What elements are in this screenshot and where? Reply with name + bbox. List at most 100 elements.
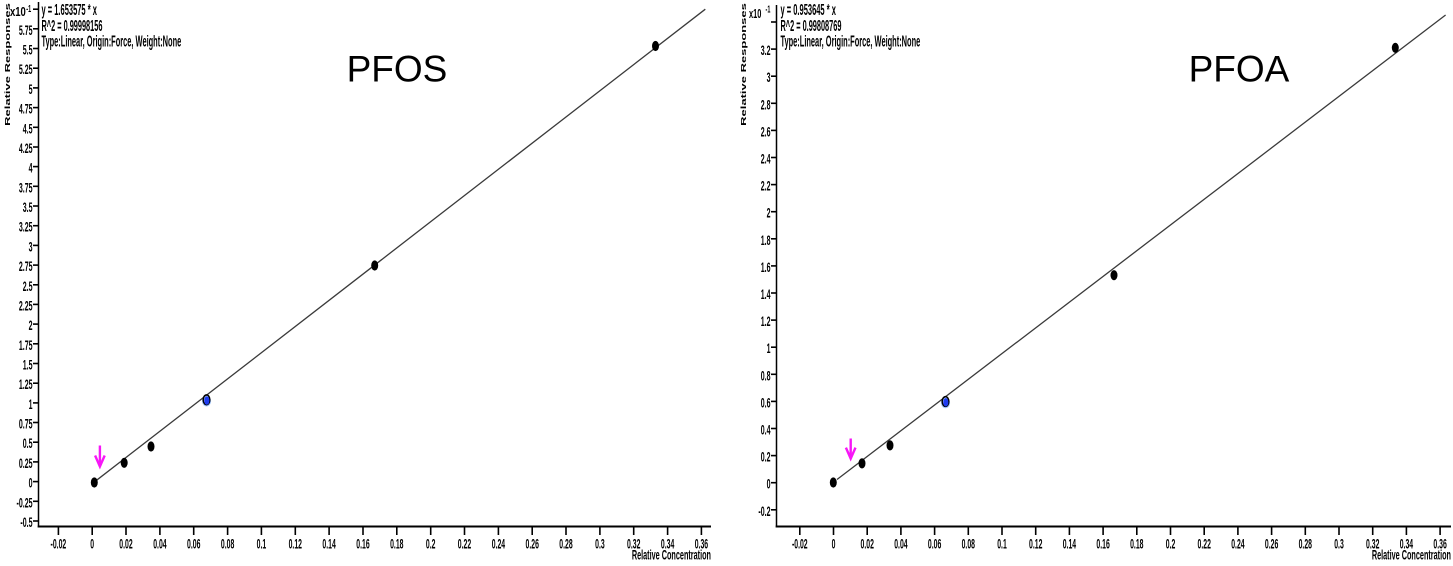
svg-text:2: 2 [767,206,771,221]
svg-text:2.5: 2.5 [23,280,33,295]
svg-text:0.4: 0.4 [761,423,771,438]
svg-text:-0.2: -0.2 [758,505,770,520]
svg-text:0.24: 0.24 [492,537,505,552]
svg-text:0.16: 0.16 [356,537,369,552]
svg-text:-0.02: -0.02 [51,537,67,552]
svg-text:2.8: 2.8 [761,98,771,113]
svg-text:1: 1 [767,342,771,357]
svg-text:5.5: 5.5 [23,43,33,58]
svg-text:0.1: 0.1 [257,537,267,552]
svg-text:3.2: 3.2 [761,44,771,59]
svg-text:0: 0 [767,477,771,492]
svg-text:3.75: 3.75 [19,181,33,196]
svg-text:0.22: 0.22 [458,537,471,552]
svg-text:2.2: 2.2 [761,179,771,194]
svg-text:0.5: 0.5 [23,437,33,452]
svg-text:5.75: 5.75 [19,24,33,39]
svg-text:0.22: 0.22 [1198,537,1211,552]
svg-text:0.12: 0.12 [289,537,302,552]
svg-text:0.18: 0.18 [1130,537,1143,552]
svg-text:0.2: 0.2 [426,537,436,552]
svg-text:1.4: 1.4 [761,288,771,303]
svg-text:0.26: 0.26 [1265,537,1278,552]
svg-text:2.6: 2.6 [761,125,771,140]
svg-text:0.06: 0.06 [187,537,200,552]
svg-text:0.36: 0.36 [1433,537,1446,552]
svg-text:4.75: 4.75 [19,102,33,117]
svg-text:R^2 = 0.99808769: R^2 = 0.99808769 [781,17,842,35]
svg-text:y = 0.953645 * x: y = 0.953645 * x [781,1,836,19]
svg-text:0: 0 [29,476,33,491]
svg-text:1.2: 1.2 [761,315,771,330]
svg-text:PFOA: PFOA [1189,49,1290,90]
svg-text:4.25: 4.25 [19,142,33,157]
svg-text:-0.02: -0.02 [792,537,808,552]
svg-text:0.75: 0.75 [19,417,33,432]
svg-text:0.34: 0.34 [661,537,674,552]
svg-text:0.16: 0.16 [1096,537,1109,552]
svg-text:Relative Concentration: Relative Concentration [632,548,711,563]
svg-text:3.5: 3.5 [23,201,33,216]
svg-text:-1: -1 [26,4,31,15]
svg-text:0.04: 0.04 [153,537,166,552]
svg-text:0.14: 0.14 [322,537,335,552]
svg-text:0.02: 0.02 [861,537,874,552]
svg-text:Relative Concentration: Relative Concentration [1372,548,1451,563]
svg-text:0.2: 0.2 [1166,537,1176,552]
svg-text:0.08: 0.08 [221,537,234,552]
svg-text:1.8: 1.8 [761,234,771,249]
svg-text:Type:Linear, Origin:Force, Wei: Type:Linear, Origin:Force, Weight:None [781,32,921,50]
svg-text:-0.5: -0.5 [20,516,32,531]
svg-text:5: 5 [29,83,33,98]
svg-text:0.24: 0.24 [1231,537,1244,552]
svg-text:2.75: 2.75 [19,260,33,275]
svg-text:0.3: 0.3 [1334,537,1344,552]
svg-text:x10: x10 [749,7,761,22]
svg-text:0.1: 0.1 [997,537,1007,552]
svg-text:0.34: 0.34 [1400,537,1413,552]
svg-text:1.25: 1.25 [19,378,33,393]
svg-text:Relative Responses: Relative Responses [739,3,748,126]
svg-text:0.8: 0.8 [761,369,771,384]
svg-text:0.32: 0.32 [627,537,640,552]
svg-text:3: 3 [29,240,33,255]
svg-text:0.18: 0.18 [390,537,403,552]
svg-text:0: 0 [832,537,836,552]
svg-text:0.28: 0.28 [1299,537,1312,552]
svg-text:PFOS: PFOS [347,49,448,90]
svg-text:x10: x10 [10,6,26,20]
svg-text:Relative Responses: Relative Responses [4,3,13,126]
svg-text:0.28: 0.28 [559,537,572,552]
svg-text:0.2: 0.2 [761,450,771,465]
svg-text:3: 3 [767,71,771,86]
svg-text:R^2 = 0.99998156: R^2 = 0.99998156 [42,17,103,35]
svg-text:2.25: 2.25 [19,299,33,314]
svg-text:0.06: 0.06 [928,537,941,552]
svg-text:4.5: 4.5 [23,122,33,137]
svg-text:2: 2 [29,319,33,334]
svg-text:3.25: 3.25 [19,220,33,235]
svg-text:Type:Linear, Origin:Force, Wei: Type:Linear, Origin:Force, Weight:None [42,32,182,50]
svg-text:1: 1 [29,398,33,413]
svg-text:1.75: 1.75 [19,339,33,354]
svg-text:2.4: 2.4 [761,152,771,167]
svg-text:0.04: 0.04 [894,537,907,552]
svg-text:1.6: 1.6 [761,261,771,276]
svg-text:0.32: 0.32 [1366,537,1379,552]
svg-text:0.14: 0.14 [1063,537,1076,552]
svg-text:1.5: 1.5 [23,358,33,373]
svg-text:0.26: 0.26 [526,537,539,552]
svg-text:0: 0 [90,537,94,552]
svg-text:0.6: 0.6 [761,396,771,411]
svg-text:0.02: 0.02 [119,537,132,552]
svg-text:-0.25: -0.25 [17,496,33,511]
svg-text:0.36: 0.36 [695,537,708,552]
svg-text:y = 1.653575 * x: y = 1.653575 * x [42,1,97,19]
svg-text:0.08: 0.08 [962,537,975,552]
svg-text:0.12: 0.12 [1029,537,1042,552]
svg-text:0.25: 0.25 [19,457,33,472]
svg-text:5.25: 5.25 [19,63,33,78]
svg-text:-1: -1 [766,4,771,15]
svg-text:0.3: 0.3 [595,537,605,552]
svg-text:4: 4 [29,161,33,176]
